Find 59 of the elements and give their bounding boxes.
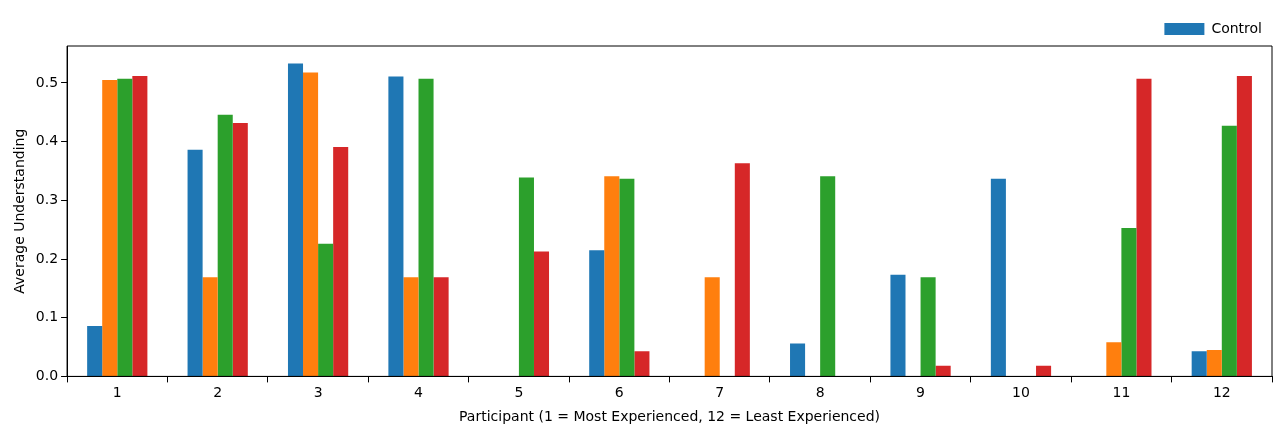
bar — [433, 277, 449, 376]
bar — [820, 176, 836, 376]
bar — [187, 149, 203, 376]
y-axis-title: Average Understanding — [11, 128, 28, 294]
bar — [704, 277, 720, 376]
bar — [1121, 227, 1137, 376]
bar — [890, 274, 906, 376]
bar — [418, 78, 434, 376]
x-tick-label: 9 — [916, 384, 926, 401]
bar — [388, 76, 404, 376]
y-tick-label: 0.2 — [35, 249, 59, 266]
x-tick-label: 5 — [514, 384, 524, 401]
bar — [920, 277, 936, 376]
bar — [604, 176, 620, 376]
x-tick-label: 2 — [213, 384, 223, 401]
x-tick-label: 4 — [414, 384, 424, 401]
bar — [287, 63, 304, 376]
bar — [1206, 349, 1222, 376]
bar — [1136, 78, 1152, 376]
x-axis-title: Participant (1 = Most Experienced, 12 = Least Experienced) — [459, 408, 881, 425]
y-tick-label: 0.5 — [35, 73, 59, 90]
bar — [333, 146, 349, 376]
x-tick-label: 8 — [815, 384, 825, 401]
bar — [318, 243, 334, 376]
bar — [403, 277, 419, 376]
y-tick-label: 0.4 — [35, 132, 59, 149]
bar — [303, 72, 319, 376]
x-tick-label: 7 — [715, 384, 725, 401]
legend-label: Control — [1211, 19, 1262, 36]
y-tick-label: 0.3 — [35, 190, 59, 207]
x-tick-label: 1 — [112, 384, 122, 401]
bar — [990, 178, 1006, 376]
bar — [1036, 365, 1052, 376]
bar — [1191, 351, 1207, 376]
bar — [589, 250, 605, 376]
bar — [102, 80, 118, 376]
bar — [1106, 342, 1122, 376]
bar — [232, 122, 248, 376]
bar — [1236, 75, 1252, 376]
bar — [790, 343, 806, 376]
bar — [533, 251, 550, 376]
bar — [518, 177, 534, 376]
bar — [87, 325, 103, 376]
bar — [202, 277, 218, 376]
x-tick-label: 6 — [614, 384, 624, 401]
bar — [117, 78, 133, 376]
bar — [1221, 125, 1237, 376]
y-tick-label: 0.0 — [35, 367, 59, 384]
x-tick-label: 10 — [1012, 384, 1030, 401]
bar — [935, 365, 951, 376]
bar — [634, 351, 650, 376]
bar — [132, 75, 148, 376]
bar — [619, 178, 635, 376]
x-tick-label: 3 — [313, 384, 323, 401]
bar — [734, 163, 750, 376]
x-tick-label: 11 — [1112, 384, 1131, 401]
x-tick-label: 12 — [1212, 384, 1231, 401]
y-tick-label: 0.1 — [35, 308, 59, 325]
bar — [217, 114, 233, 376]
